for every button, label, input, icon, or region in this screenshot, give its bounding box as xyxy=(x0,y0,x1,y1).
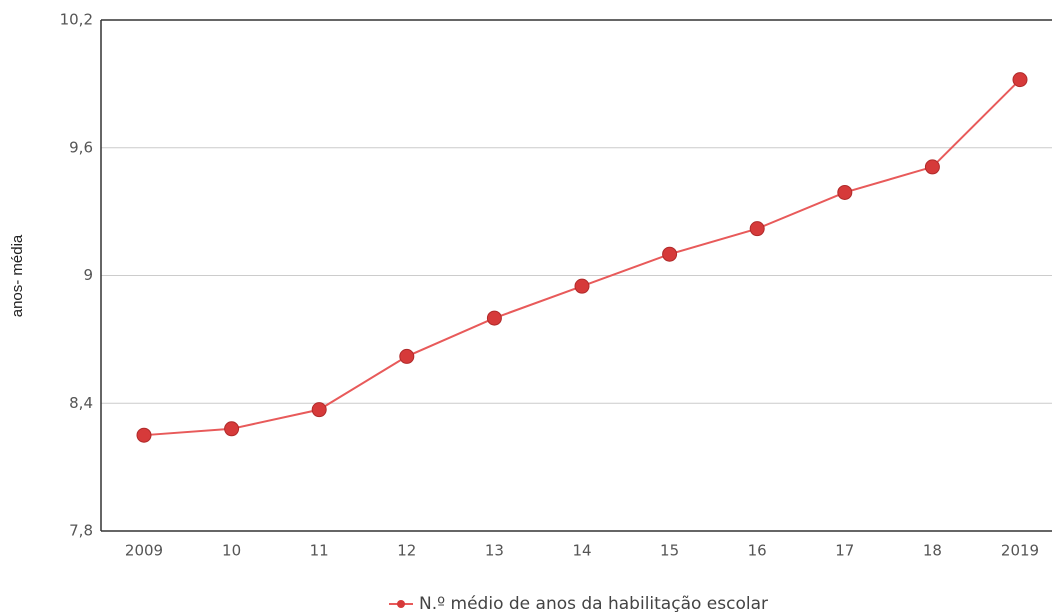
marker xyxy=(486,310,502,326)
y-tick-label: 9 xyxy=(83,266,93,284)
x-tick-label: 11 xyxy=(310,542,329,560)
marker xyxy=(311,402,327,418)
y-tick-label: 9,6 xyxy=(69,138,93,156)
marker xyxy=(837,184,853,200)
marker xyxy=(399,348,415,364)
x-tick-label: 2009 xyxy=(125,542,163,560)
marker xyxy=(224,421,240,437)
marker xyxy=(749,221,765,237)
x-tick-label: 10 xyxy=(222,542,241,560)
legend-marker xyxy=(397,600,405,608)
x-tick-label: 17 xyxy=(835,542,854,560)
y-tick-label: 8,4 xyxy=(69,394,93,412)
y-axis-label: anos- média xyxy=(9,234,26,317)
x-tick-label: 13 xyxy=(485,542,504,560)
x-tick-label: 15 xyxy=(660,542,679,560)
legend-label: N.º médio de anos da habilitação escolar xyxy=(419,594,768,614)
x-tick-label: 2019 xyxy=(1001,542,1039,560)
y-tick-label: 7,8 xyxy=(69,522,93,540)
y-tick-label: 10,2 xyxy=(60,11,93,29)
x-tick-label: 18 xyxy=(923,542,942,560)
x-tick-label: 14 xyxy=(572,542,591,560)
marker xyxy=(1012,72,1028,88)
marker xyxy=(136,427,152,443)
marker xyxy=(574,278,590,294)
marker xyxy=(924,159,940,175)
x-tick-label: 16 xyxy=(748,542,767,560)
line xyxy=(143,78,1021,437)
x-tick-label: 12 xyxy=(397,542,416,560)
marker xyxy=(662,246,678,262)
